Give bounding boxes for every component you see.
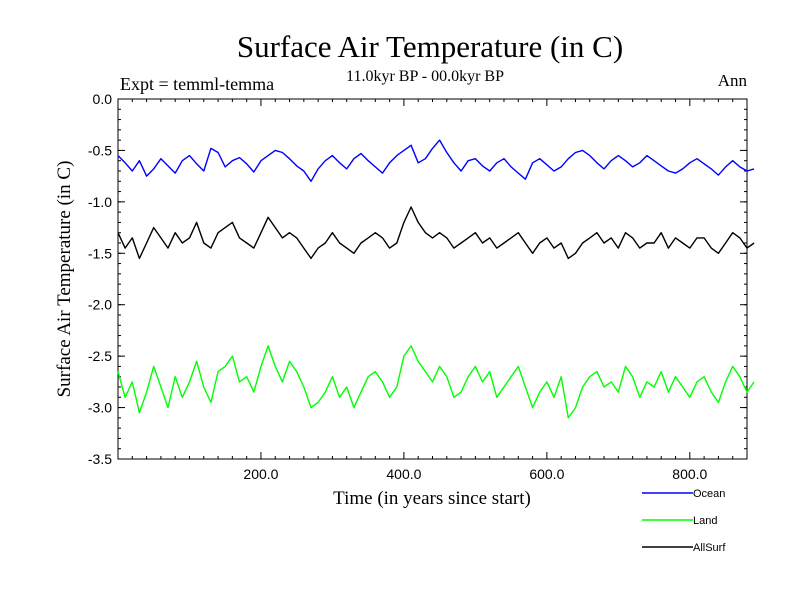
chart-title: Surface Air Temperature (in C) [237, 29, 623, 64]
x-tick-label: 800.0 [672, 466, 707, 482]
y-tick-label: -2.0 [88, 297, 112, 313]
x-axis-label: Time (in years since start) [333, 488, 531, 509]
y-tick-label: -3.5 [88, 451, 112, 467]
x-tick-label: 200.0 [243, 466, 278, 482]
plot-area: 0.0 -0.5 -1.0 -1.5 -2.0 -2.5 -3.0 -3.5 200.0 400… [88, 91, 755, 482]
y-tick-label: -3.0 [88, 400, 112, 416]
x-axis: 200.0 400.0 600.0 800.0 [131, 99, 734, 482]
y-tick-label: -2.5 [88, 348, 112, 364]
series-line-land [117, 345, 755, 419]
experiment-label: Expt = temml-temma [120, 74, 274, 94]
series-line-ocean [117, 139, 755, 183]
legend-label-allsurf: AllSurf [693, 542, 726, 554]
plot-frame [117, 98, 748, 460]
x-tick-label: 400.0 [386, 466, 421, 482]
legend: Ocean Land AllSurf [642, 488, 726, 554]
y-tick-label: 0.0 [93, 91, 113, 107]
y-tick-label: -0.5 [88, 142, 112, 158]
y-axis-label: Surface Air Temperature (in C) [54, 161, 75, 398]
chart-subtitle: 11.0kyr BP - 00.0kyr BP [346, 68, 504, 85]
legend-label-land: Land [693, 515, 717, 527]
y-tick-label: -1.0 [88, 194, 112, 210]
y-tick-label: -1.5 [88, 245, 112, 261]
series-group [117, 139, 755, 419]
series-line-allsurf [117, 206, 755, 260]
period-label: Ann [718, 71, 748, 90]
legend-label-ocean: Ocean [693, 488, 725, 500]
x-tick-label: 600.0 [529, 466, 564, 482]
y-axis: 0.0 -0.5 -1.0 -1.5 -2.0 -2.5 -3.0 -3.5 [88, 91, 747, 467]
